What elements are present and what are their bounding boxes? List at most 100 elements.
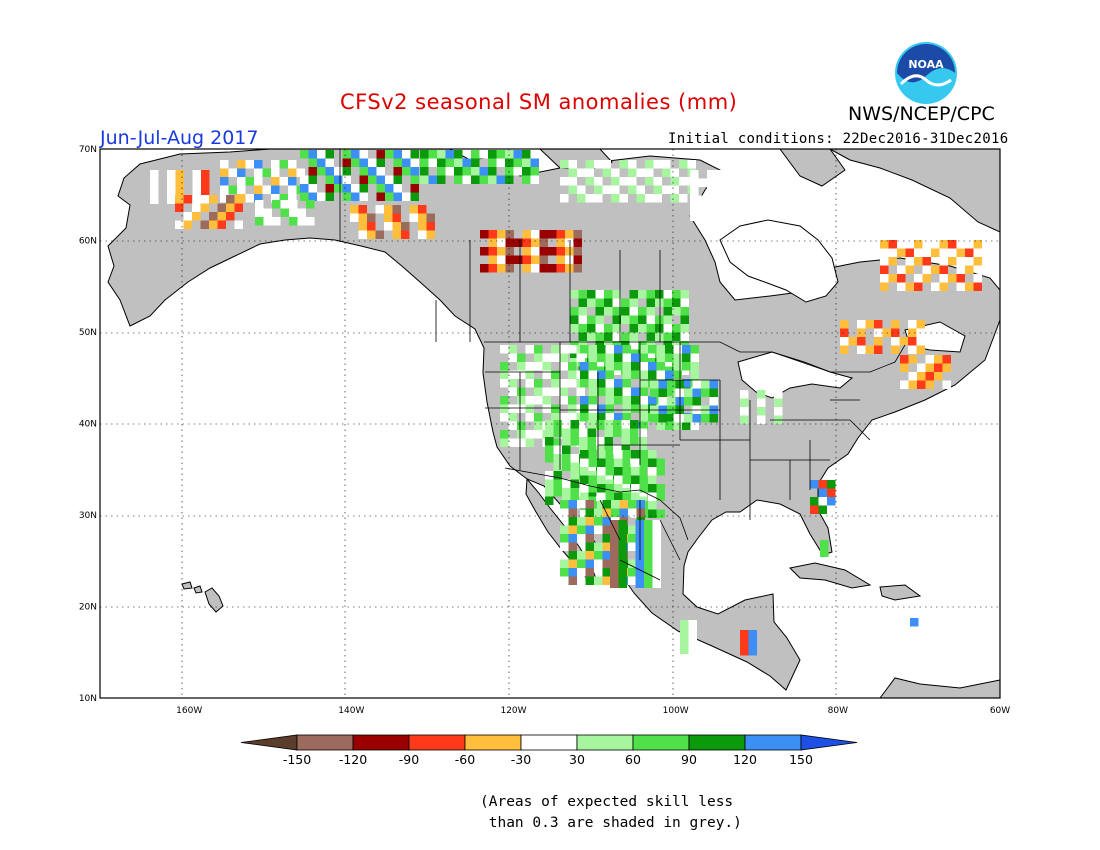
anomaly-cell [568, 517, 577, 526]
anomaly-cell [342, 158, 351, 167]
anomaly-cell [525, 379, 534, 388]
hawaii-small-2 [193, 585, 203, 594]
anomaly-cell [942, 380, 951, 389]
anomaly-cell [183, 212, 192, 221]
anomaly-cell [522, 238, 531, 247]
anomaly-cell [655, 290, 664, 299]
anomaly-cell [393, 150, 402, 159]
anomaly-cell [385, 192, 394, 201]
anomaly-cell [682, 353, 691, 362]
anomaly-cell [934, 372, 943, 381]
anomaly-cell [639, 484, 648, 493]
anomaly-cell [646, 332, 655, 341]
anomaly-cell [254, 177, 263, 186]
anomaly-cell [631, 362, 640, 371]
anomaly-cell [602, 500, 611, 509]
anomaly-cell [604, 332, 613, 341]
anomaly-cell [553, 479, 562, 488]
anomaly-cell [245, 194, 254, 203]
anomaly-cell [565, 238, 574, 247]
anomaly-cell [679, 177, 688, 186]
anomaly-cell [488, 247, 497, 256]
anomaly-cell [565, 264, 574, 273]
anomaly-cell [508, 379, 517, 388]
anomaly-cell [280, 208, 289, 217]
anomaly-cell [648, 484, 657, 493]
anomaly-cell [578, 315, 587, 324]
anomaly-cell [774, 390, 783, 399]
colorbar-tick-label: 120 [733, 752, 757, 767]
anomaly-cell [740, 638, 749, 647]
anomaly-cell [934, 355, 943, 364]
anomaly-cell [297, 208, 306, 217]
anomaly-cell [652, 562, 661, 571]
anomaly-cell [658, 388, 667, 397]
anomaly-cell [514, 255, 523, 264]
anomaly-cell [648, 467, 657, 476]
anomaly-cell [732, 212, 741, 221]
anomaly-cell [351, 158, 360, 167]
anomaly-cell [551, 387, 560, 396]
anomaly-cell [638, 471, 647, 480]
anomaly-cell [639, 387, 648, 396]
anomaly-cell [888, 274, 897, 283]
anomaly-cell [334, 184, 343, 193]
anomaly-cell [707, 187, 716, 196]
anomaly-cell [636, 508, 645, 517]
anomaly-cell [690, 204, 699, 213]
anomaly-cell [308, 184, 317, 193]
anomaly-cell [488, 230, 497, 239]
anomaly-cell [656, 492, 665, 501]
anomaly-cell [652, 545, 661, 554]
chart-title: CFSv2 seasonal SM anomalies (mm) [340, 90, 738, 114]
anomaly-cell [234, 220, 243, 229]
anomaly-cell [628, 542, 637, 551]
anomaly-cell [568, 508, 577, 517]
anomaly-cell [646, 298, 655, 307]
anomaly-cell [384, 205, 393, 214]
anomaly-cell [611, 185, 620, 194]
anomaly-cell [580, 404, 589, 413]
anomaly-cell [682, 421, 691, 430]
anomaly-cell [595, 315, 604, 324]
anomaly-cell [646, 290, 655, 299]
anomaly-cell [402, 158, 411, 167]
anomaly-cell [612, 366, 621, 375]
anomaly-cell [701, 414, 710, 423]
anomaly-cell [597, 379, 606, 388]
anomaly-cell [471, 158, 480, 167]
anomaly-cell [562, 479, 571, 488]
colorbar-bin [576, 734, 634, 751]
anomaly-cell [568, 177, 577, 186]
anomaly-cell [587, 471, 596, 480]
anomaly-cell [594, 185, 603, 194]
anomaly-cell [245, 177, 254, 186]
anomaly-cell [496, 150, 505, 159]
anomaly-cell [513, 167, 522, 176]
anomaly-cell [334, 167, 343, 176]
anomaly-cell [655, 315, 664, 324]
anomaly-cell [580, 492, 589, 501]
anomaly-cell [255, 208, 264, 217]
anomaly-cell [724, 187, 733, 196]
anomaly-cell [420, 158, 429, 167]
anomaly-cell [183, 220, 192, 229]
anomaly-cell [568, 345, 577, 354]
anomaly-cell [610, 579, 619, 588]
anomaly-cell [150, 178, 159, 187]
anomaly-cell [375, 230, 384, 239]
anomaly-cell [612, 324, 621, 333]
anomaly-cell [653, 185, 662, 194]
anomaly-cell [577, 500, 586, 509]
anomaly-cell [619, 177, 628, 186]
anomaly-cell [385, 184, 394, 193]
anomaly-cell [628, 500, 637, 509]
anomaly-cell [351, 150, 360, 159]
anomaly-cell [680, 332, 689, 341]
anomaly-cell [672, 307, 681, 316]
anomaly-cell [192, 212, 201, 221]
anomaly-cell [428, 150, 437, 159]
anomaly-cell [597, 492, 606, 501]
anomaly-cell [568, 404, 577, 413]
anomaly-cell [548, 264, 557, 273]
